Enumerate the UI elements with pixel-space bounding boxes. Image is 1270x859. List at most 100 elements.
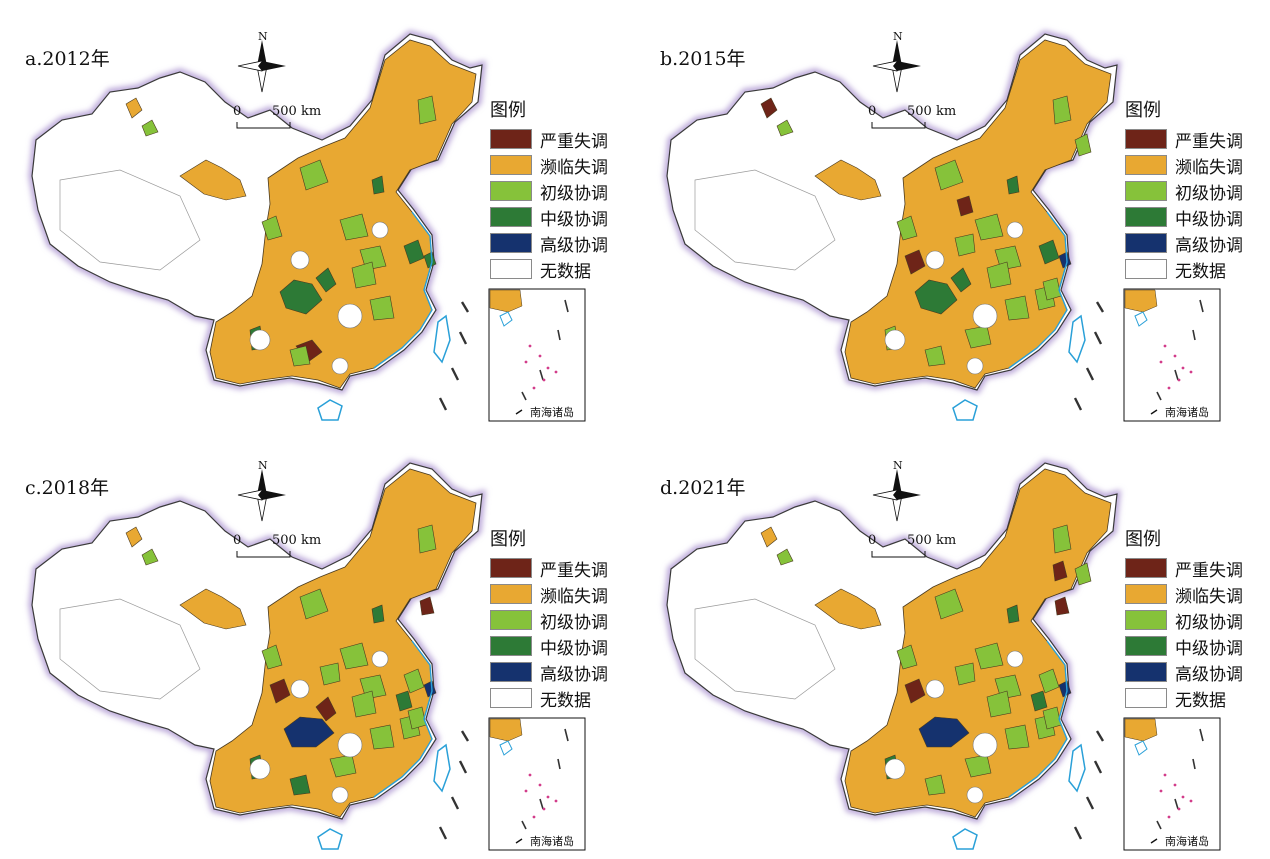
legend-item: 初级协调 [490,607,630,633]
island-dot [542,378,546,382]
maritime-boundary [1095,301,1105,313]
province-boundary [694,169,836,271]
inset-boundary-dash [521,820,527,830]
legend-label: 高级协调 [540,235,608,256]
north-arrow-icon [237,40,286,93]
legend-item: 中级协调 [490,633,630,659]
legend-item: 中级协调 [1125,204,1265,230]
city-region [964,325,992,349]
legend-label: 初级协调 [540,183,608,204]
maritime-boundary [458,331,468,345]
inset-boundary-dash [515,409,523,415]
maritime-boundary [1093,760,1103,774]
city-region [261,215,283,241]
inset-label: 南海诸岛 [530,406,574,419]
legend-label: 初级协调 [1175,183,1243,204]
island-dot [554,799,558,803]
no-data-region [925,679,945,699]
inset-hainan [1134,311,1148,327]
legend-label: 濒临失调 [540,157,608,178]
scale-zero-label: 0 [868,533,877,548]
city-region [369,724,395,750]
map-panel: b.2015年 N 0 500 km 南海诸岛 图例 严重失调 濒临失调 初级协调 中级协调 高级协… [635,0,1270,429]
island-dot [542,807,546,811]
inset-boundary-dash [564,728,569,742]
city-region [1006,175,1020,195]
province-boundary [694,598,836,700]
maritime-boundary [460,730,470,742]
no-data-region [1006,650,1024,668]
no-data-region [1006,221,1024,239]
scale-distance-label: 500 km [272,533,322,548]
legend-label: 无数据 [1175,690,1226,711]
maritime-boundary [1085,796,1095,810]
island-dot [524,360,528,364]
city-region [371,604,385,624]
island-dot [1181,366,1185,370]
no-data-region [331,786,349,804]
legend-swatch [490,181,532,201]
city-region [974,642,1004,670]
island-dot [532,815,536,819]
city-region [760,97,778,119]
legend-label: 中级协调 [1175,638,1243,659]
legend-label: 濒临失调 [1175,586,1243,607]
island-dot [538,354,542,358]
city-region [403,668,425,694]
china-map [663,459,1221,851]
city-region [269,678,291,704]
inset-mainland [489,289,523,313]
island-dot [538,783,542,787]
city-region [760,526,778,548]
city-region [964,754,992,778]
maritime-boundary [458,760,468,774]
city-region [1004,724,1030,750]
city-region [179,159,247,201]
legend-item: 中级协调 [1125,633,1265,659]
city-region [369,295,395,321]
legend-swatch [1125,636,1167,656]
maritime-boundary [1073,397,1083,411]
legend-swatch [490,610,532,630]
hainan-island [317,399,343,421]
legend-label: 濒临失调 [1175,157,1243,178]
legend-swatch [1125,207,1167,227]
taiwan-island [1068,314,1086,364]
inset-hainan [499,311,513,327]
north-arrow-icon [237,469,286,522]
china-map [28,30,586,422]
scale-distance-label: 500 km [907,533,957,548]
no-data-region [371,650,389,668]
city-region [423,680,437,698]
maritime-boundary [438,826,448,840]
legend-label: 中级协调 [1175,209,1243,230]
legend-swatch [1125,233,1167,253]
island-dot [528,773,532,777]
maritime-boundary [1093,331,1103,345]
scale-bar [236,122,291,129]
inset-boundary-dash [539,798,544,810]
island-dot [1177,807,1181,811]
legend-label: 严重失调 [540,131,608,152]
scale-distance-label: 500 km [907,104,957,119]
inset-mainland [1124,718,1158,742]
legend-swatch [1125,259,1167,279]
city-region [351,690,377,718]
city-region [261,644,283,670]
no-data-region [884,329,906,351]
inset-boundary-dash [1199,299,1204,313]
legend-label: 无数据 [540,261,591,282]
legend-item: 无数据 [490,685,630,711]
legend-swatch [490,259,532,279]
legend-swatch [490,155,532,175]
legend-label: 高级协调 [540,664,608,685]
legend-swatch [490,558,532,578]
panel-title: a.2012年 [25,48,110,70]
city-region [950,267,972,293]
city-region [395,690,413,712]
city-region [125,526,143,548]
no-data-region [972,303,998,329]
legend-label: 无数据 [1175,261,1226,282]
legend-swatch [490,662,532,682]
legend-swatch [1125,584,1167,604]
